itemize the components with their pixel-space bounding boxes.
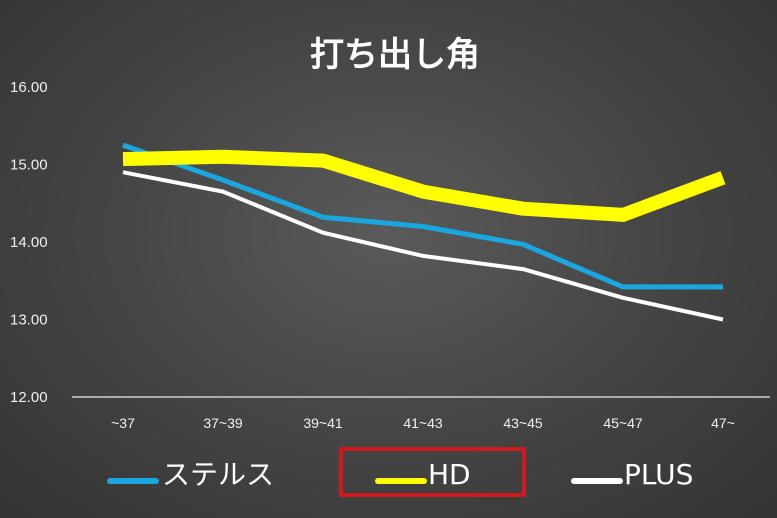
x-axis-ticks: ~37 37~39 39~41 41~43 43~45 45~47 47~	[111, 415, 735, 431]
legend-label-1: HD	[428, 458, 471, 491]
x-tick-label: 41~43	[403, 415, 443, 431]
y-tick-label: 15.00	[10, 157, 48, 174]
legend: ステルス HD PLUS	[107, 458, 693, 491]
x-tick-label: ~37	[111, 415, 135, 431]
y-tick-label: 13.00	[10, 312, 48, 329]
y-axis-ticks: 12.00 13.00 14.00 15.00 16.00	[10, 79, 48, 406]
x-tick-label: 45~47	[603, 415, 643, 431]
legend-highlight-box	[339, 447, 526, 497]
y-tick-label: 16.00	[10, 79, 48, 96]
y-tick-label: 12.00	[10, 389, 48, 406]
x-tick-label: 47~	[711, 415, 735, 431]
series-line-0	[122, 142, 723, 290]
series-lines	[122, 142, 726, 322]
chart-title: 打ち出し角	[310, 35, 480, 75]
legend-label-0: ステルス	[162, 458, 274, 491]
x-tick-label: 39~41	[303, 415, 343, 431]
x-tick-label: 43~45	[503, 415, 543, 431]
legend-label-2: PLUS	[624, 458, 693, 491]
series-line-2	[122, 170, 724, 322]
y-tick-label: 14.00	[10, 234, 48, 251]
x-tick-label: 37~39	[203, 415, 243, 431]
series-line-1	[122, 149, 726, 222]
